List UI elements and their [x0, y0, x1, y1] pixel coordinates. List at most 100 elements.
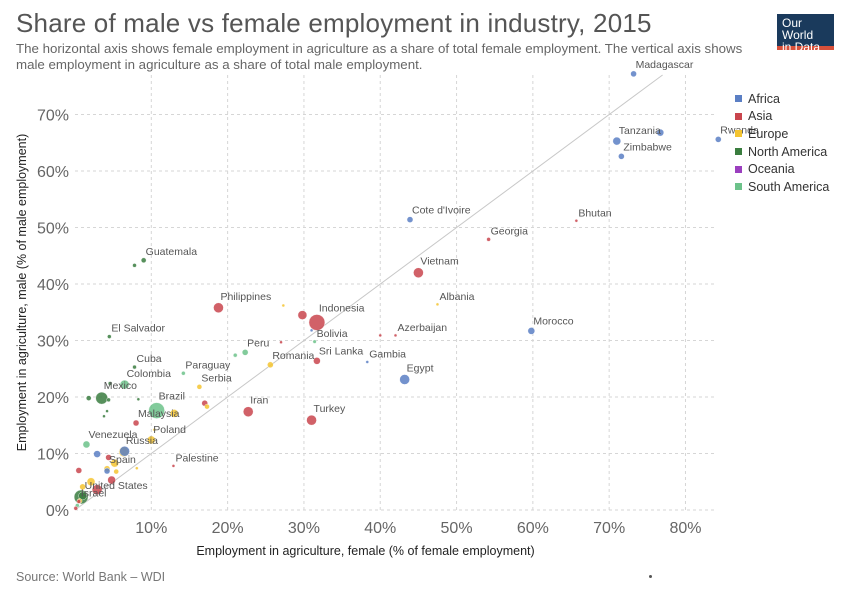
data-point [308, 314, 326, 331]
point-label: Brazil [159, 391, 185, 403]
point-label: Peru [247, 337, 269, 349]
data-point [95, 391, 108, 405]
data-point [618, 153, 625, 160]
data-point [119, 379, 130, 390]
point-label: Egypt [407, 363, 434, 375]
point-label: Gambia [369, 348, 406, 360]
data-point [297, 310, 308, 320]
diagonal-reference-line [74, 74, 663, 511]
data-point [241, 349, 249, 356]
x-tick-label: 60% [517, 520, 549, 537]
data-point [204, 403, 210, 410]
legend-swatch [735, 183, 742, 191]
legend: Africa Asia Europe North America Oceania Sout… [735, 90, 829, 196]
data-point [79, 483, 86, 491]
data-point [102, 414, 106, 418]
y-tick-label: 0% [46, 503, 69, 520]
legend-swatch [735, 130, 742, 138]
y-tick-label: 70% [37, 108, 69, 125]
data-point [612, 136, 621, 146]
point-label: Indonesia [319, 302, 365, 314]
data-point [313, 357, 321, 365]
data-point [132, 364, 137, 370]
x-tick-label: 80% [669, 520, 701, 537]
y-tick-label: 20% [37, 390, 69, 407]
point-label: Zimbabwe [623, 141, 672, 153]
point-label: Bolivia [317, 328, 348, 340]
source-note: Source: World Bank – WDI [16, 570, 166, 584]
data-point [103, 467, 111, 475]
legend-item[interactable]: South America [735, 178, 829, 196]
point-label: Albania [439, 291, 474, 303]
data-point [170, 409, 179, 418]
point-label: United States [85, 480, 148, 492]
y-tick-label: 40% [37, 277, 69, 294]
data-point [152, 428, 157, 432]
data-point [105, 454, 112, 461]
data-point [119, 446, 130, 457]
x-tick-label: 50% [441, 520, 473, 537]
data-point [106, 397, 111, 403]
data-point [107, 381, 113, 386]
owid-logo[interactable]: Our World in Data [777, 14, 834, 54]
y-axis-label: Employment in agriculture, male (% of ma… [15, 134, 29, 451]
data-point [393, 333, 398, 338]
legend-item[interactable]: Asia [735, 108, 829, 126]
data-point [715, 136, 722, 143]
y-tick-label: 30% [37, 334, 69, 351]
data-point [574, 219, 579, 223]
x-tick-label: 20% [212, 520, 244, 537]
legend-swatch [735, 165, 742, 173]
point-label: Cuba [137, 353, 162, 365]
data-point [91, 484, 103, 495]
data-point [171, 464, 176, 468]
point-label: Vietnam [420, 256, 459, 268]
point-label: Romania [272, 350, 314, 362]
data-point [132, 263, 137, 268]
data-point [279, 340, 283, 344]
legend-item[interactable]: North America [735, 143, 829, 161]
data-point [86, 477, 96, 486]
legend-item[interactable]: Europe [735, 125, 829, 143]
chart-subtitle: The horizontal axis shows female employm… [16, 41, 743, 72]
data-point [486, 237, 491, 242]
logo-line-1: Our World [782, 16, 814, 42]
point-label: El Salvador [111, 323, 165, 335]
point-label: Malaysia [138, 408, 180, 420]
legend-label: Asia [748, 109, 773, 124]
data-point [656, 128, 664, 137]
data-point [527, 327, 536, 335]
legend-item[interactable]: Africa [735, 90, 829, 108]
point-label: Sri Lanka [319, 345, 364, 357]
data-point [107, 475, 116, 485]
legend-label: Oceania [748, 162, 795, 177]
data-point [309, 328, 314, 333]
chart-title: Share of male vs female employment in in… [16, 8, 652, 38]
point-label: Cote d'Ivoire [412, 205, 471, 217]
data-point [140, 257, 147, 263]
data-point [86, 395, 92, 401]
point-label: Turkey [314, 403, 346, 415]
data-point [435, 302, 440, 307]
point-label: Azerbaijan [398, 322, 448, 334]
data-point [406, 216, 414, 223]
data-point [233, 353, 238, 358]
data-point [365, 360, 369, 364]
y-tick-label: 60% [37, 164, 69, 181]
point-label: Colombia [127, 368, 172, 380]
legend-label: Europe [748, 126, 789, 141]
point-label: Morocco [533, 315, 573, 327]
y-tick-label: 10% [37, 447, 69, 464]
legend-item[interactable]: Oceania [735, 160, 829, 178]
data-point [181, 371, 186, 376]
data-point [281, 303, 286, 308]
data-point [132, 419, 140, 427]
grid-lines [75, 75, 716, 511]
data-point [413, 267, 424, 278]
data-point [136, 397, 141, 401]
logo-line-2: in Data [782, 40, 821, 54]
data-point [148, 402, 165, 419]
legend-swatch [735, 148, 742, 156]
data-points [73, 70, 722, 511]
